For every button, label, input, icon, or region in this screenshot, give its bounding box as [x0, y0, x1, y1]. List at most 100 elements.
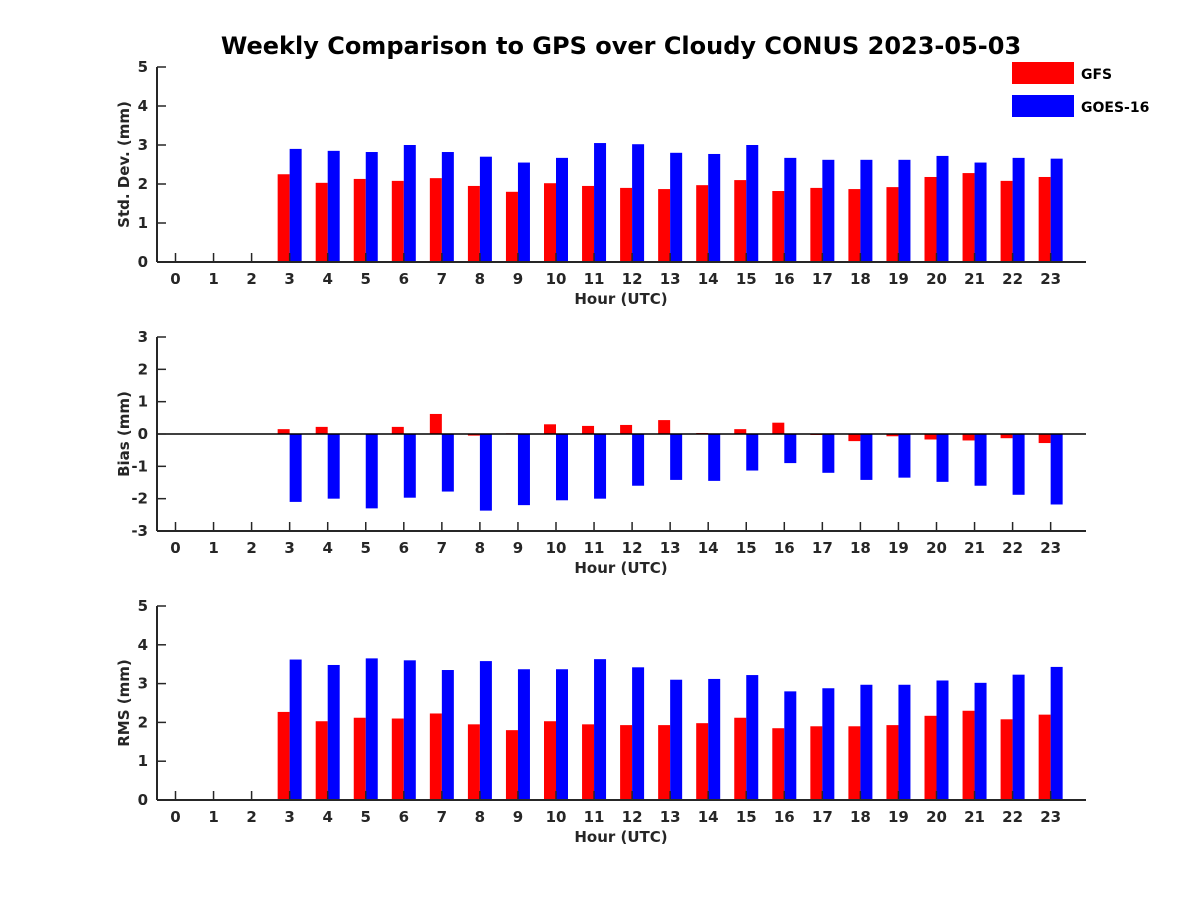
y-tick-label: 2	[138, 360, 148, 378]
y-tick-label: 2	[138, 175, 148, 193]
x-tick-label: 10	[546, 539, 567, 557]
x-tick-label: 3	[284, 539, 294, 557]
bar-goes16-hour-14	[708, 678, 721, 800]
x-tick-label: 22	[1002, 808, 1023, 826]
x-tick-label: 10	[546, 808, 567, 826]
bar-gfs-hour-4	[315, 182, 328, 262]
bar-gfs-hour-23	[1038, 434, 1051, 444]
y-tick-label: 3	[138, 136, 148, 154]
y-tick-label: -3	[131, 522, 148, 540]
x-tick-label: 12	[622, 539, 643, 557]
x-tick-label: 14	[698, 808, 719, 826]
y-tick-label: 1	[138, 393, 148, 411]
bar-gfs-hour-4	[315, 721, 328, 800]
y-tick-label: 3	[138, 675, 148, 693]
bar-gfs-hour-17	[810, 726, 823, 800]
bar-gfs-hour-21	[962, 434, 975, 441]
bar-gfs-hour-3	[277, 174, 290, 262]
x-tick-label: 23	[1040, 808, 1061, 826]
x-tick-label: 4	[322, 270, 332, 288]
bar-gfs-hour-23	[1038, 176, 1051, 262]
bar-gfs-hour-11	[582, 425, 595, 434]
x-tick-label: 2	[246, 539, 256, 557]
x-tick-label: 2	[246, 808, 256, 826]
bar-goes16-hour-19	[898, 684, 911, 800]
bar-goes16-hour-5	[365, 658, 378, 800]
x-axis-label: Hour (UTC)	[574, 290, 667, 308]
bar-goes16-hour-12	[632, 434, 645, 486]
bar-gfs-hour-18	[848, 726, 861, 800]
x-tick-label: 14	[698, 539, 719, 557]
bar-gfs-hour-20	[924, 176, 937, 262]
bar-goes16-hour-19	[898, 159, 911, 262]
y-tick-label: -2	[131, 490, 148, 508]
bar-goes16-hour-11	[594, 143, 607, 262]
x-tick-label: 22	[1002, 270, 1023, 288]
y-tick-label: -1	[131, 457, 148, 475]
x-tick-label: 16	[774, 808, 795, 826]
bar-goes16-hour-22	[1012, 434, 1025, 495]
bar-goes16-hour-12	[632, 667, 645, 800]
bar-gfs-hour-13	[658, 189, 671, 262]
bar-gfs-hour-10	[544, 721, 556, 800]
bar-gfs-hour-16	[772, 191, 785, 262]
bar-goes16-hour-17	[822, 159, 835, 262]
bar-gfs-hour-12	[620, 424, 633, 434]
bar-goes16-hour-21	[974, 434, 987, 486]
x-tick-label: 0	[170, 270, 180, 288]
x-tick-label: 17	[812, 539, 833, 557]
bar-gfs-hour-3	[277, 711, 290, 800]
bar-goes16-hour-23	[1050, 434, 1063, 505]
bar-gfs-hour-19	[886, 434, 899, 437]
x-tick-label: 4	[322, 808, 332, 826]
bar-goes16-hour-14	[708, 434, 721, 481]
x-tick-label: 2	[246, 270, 256, 288]
x-tick-label: 1	[208, 270, 218, 288]
x-tick-label: 9	[513, 539, 523, 557]
bar-gfs-hour-4	[315, 426, 328, 434]
x-tick-label: 0	[170, 808, 180, 826]
bar-goes16-hour-8	[479, 434, 492, 511]
bar-gfs-hour-15	[734, 429, 747, 434]
bar-gfs-hour-8	[467, 185, 480, 262]
x-tick-label: 19	[888, 270, 909, 288]
x-tick-label: 9	[513, 808, 523, 826]
bar-gfs-hour-22	[1000, 719, 1013, 800]
x-tick-label: 11	[584, 539, 605, 557]
x-tick-label: 7	[437, 539, 447, 557]
y-tick-label: 2	[138, 713, 148, 731]
bar-gfs-hour-6	[391, 180, 404, 262]
bar-goes16-hour-6	[403, 145, 416, 262]
bar-goes16-hour-5	[365, 434, 378, 509]
x-tick-label: 1	[208, 539, 218, 557]
bar-goes16-hour-14	[708, 153, 721, 262]
bar-goes16-hour-8	[479, 156, 492, 262]
bar-goes16-hour-16	[784, 434, 797, 464]
bar-gfs-hour-12	[620, 725, 633, 800]
bar-gfs-hour-21	[962, 710, 975, 800]
bar-gfs-hour-8	[467, 434, 480, 436]
bar-gfs-hour-12	[620, 187, 633, 262]
x-tick-label: 16	[774, 270, 795, 288]
legend: GFS GOES-16	[1012, 62, 1149, 117]
bar-goes16-hour-9	[517, 669, 530, 800]
bar-goes16-hour-9	[517, 162, 530, 262]
bar-gfs-hour-20	[924, 715, 937, 800]
bar-gfs-hour-8	[467, 724, 480, 800]
bar-goes16-hour-12	[632, 144, 645, 262]
bar-gfs-hour-17	[810, 187, 823, 262]
bar-gfs-hour-14	[696, 185, 709, 262]
bar-gfs-hour-6	[391, 426, 404, 434]
x-tick-label: 7	[437, 808, 447, 826]
bar-goes16-hour-13	[670, 679, 683, 800]
x-tick-label: 6	[399, 539, 409, 557]
bar-gfs-hour-10	[544, 183, 556, 262]
x-tick-label: 21	[964, 539, 985, 557]
x-tick-label: 16	[774, 539, 795, 557]
bar-gfs-hour-18	[848, 434, 861, 442]
bar-goes16-hour-18	[860, 434, 873, 480]
x-tick-label: 15	[736, 808, 757, 826]
x-axis-label: Hour (UTC)	[574, 559, 667, 577]
